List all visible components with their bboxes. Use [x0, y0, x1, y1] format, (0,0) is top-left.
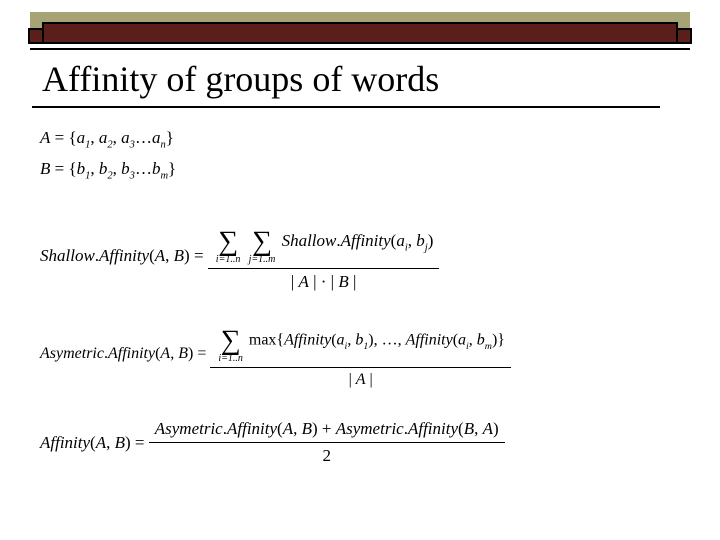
slide: Affinity of groups of words A = {a1, a2,… — [0, 0, 720, 540]
eq3-lhs: Affinity(A, B) = — [40, 433, 145, 453]
math-content: A = {a1, a2, a3…an} B = {b1, b2, b3…bm} … — [30, 120, 690, 520]
set-definitions: A = {a1, a2, a3…an} B = {b1, b2, b3…bm} — [40, 126, 176, 188]
thin-rule — [30, 48, 690, 50]
eq2-lhs: Asymetric.Affinity(A, B) = — [40, 345, 206, 363]
maroon-band — [42, 22, 678, 44]
set-def-A: A = {a1, a2, a3…an} — [40, 126, 176, 157]
eq2-fraction: ∑ i=1..n max{Affinity(ai, b1), …, Affini… — [210, 318, 511, 389]
corner-square-left — [28, 28, 44, 44]
top-decoration — [30, 12, 690, 46]
sum-icon: ∑ i=1..n — [218, 318, 243, 364]
set-def-B: B = {b1, b2, b3…bm} — [40, 157, 176, 188]
equation-asymmetric-affinity: Asymetric.Affinity(A, B) = ∑ i=1..n max{… — [40, 318, 511, 389]
title-underline — [32, 106, 660, 108]
sum-icon: ∑ i=1..n — [216, 219, 241, 265]
equation-shallow-affinity: Shallow.Affinity(A, B) = ∑ i=1..n ∑ j=1 — [40, 219, 439, 292]
sum-icon: ∑ j=1..m — [249, 219, 276, 265]
eq3-fraction: Asymetric.Affinity(A, B) + Asymetric.Aff… — [149, 419, 505, 466]
corner-square-right — [676, 28, 692, 44]
slide-title: Affinity of groups of words — [42, 58, 439, 100]
equation-affinity: Affinity(A, B) = Asymetric.Affinity(A, B… — [40, 419, 505, 466]
eq1-lhs: Shallow.Affinity(A, B) = — [40, 246, 204, 266]
eq1-fraction: ∑ i=1..n ∑ j=1..m Shallow.Affinity(ai, b… — [208, 219, 440, 292]
